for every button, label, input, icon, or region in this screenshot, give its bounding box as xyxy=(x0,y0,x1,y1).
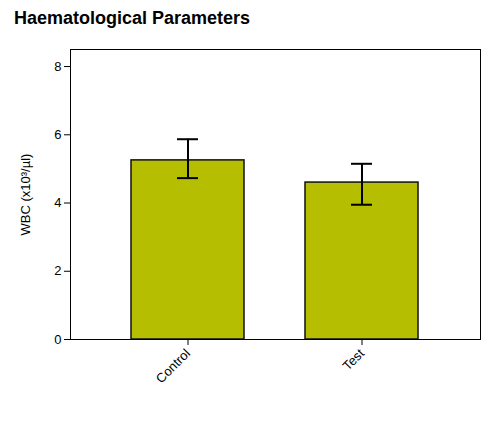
svg-text:2: 2 xyxy=(54,263,61,278)
svg-text:4: 4 xyxy=(54,195,61,210)
svg-text:6: 6 xyxy=(54,127,61,142)
svg-text:WBC (x10³/µl): WBC (x10³/µl) xyxy=(18,154,33,236)
html-text:Haematological Parameters: Haematological Parameters xyxy=(14,8,251,28)
svg-text:Test: Test xyxy=(340,346,368,374)
svg-text:0: 0 xyxy=(54,332,61,347)
svg-text:8: 8 xyxy=(54,59,61,74)
svg-text:Control: Control xyxy=(153,346,193,386)
